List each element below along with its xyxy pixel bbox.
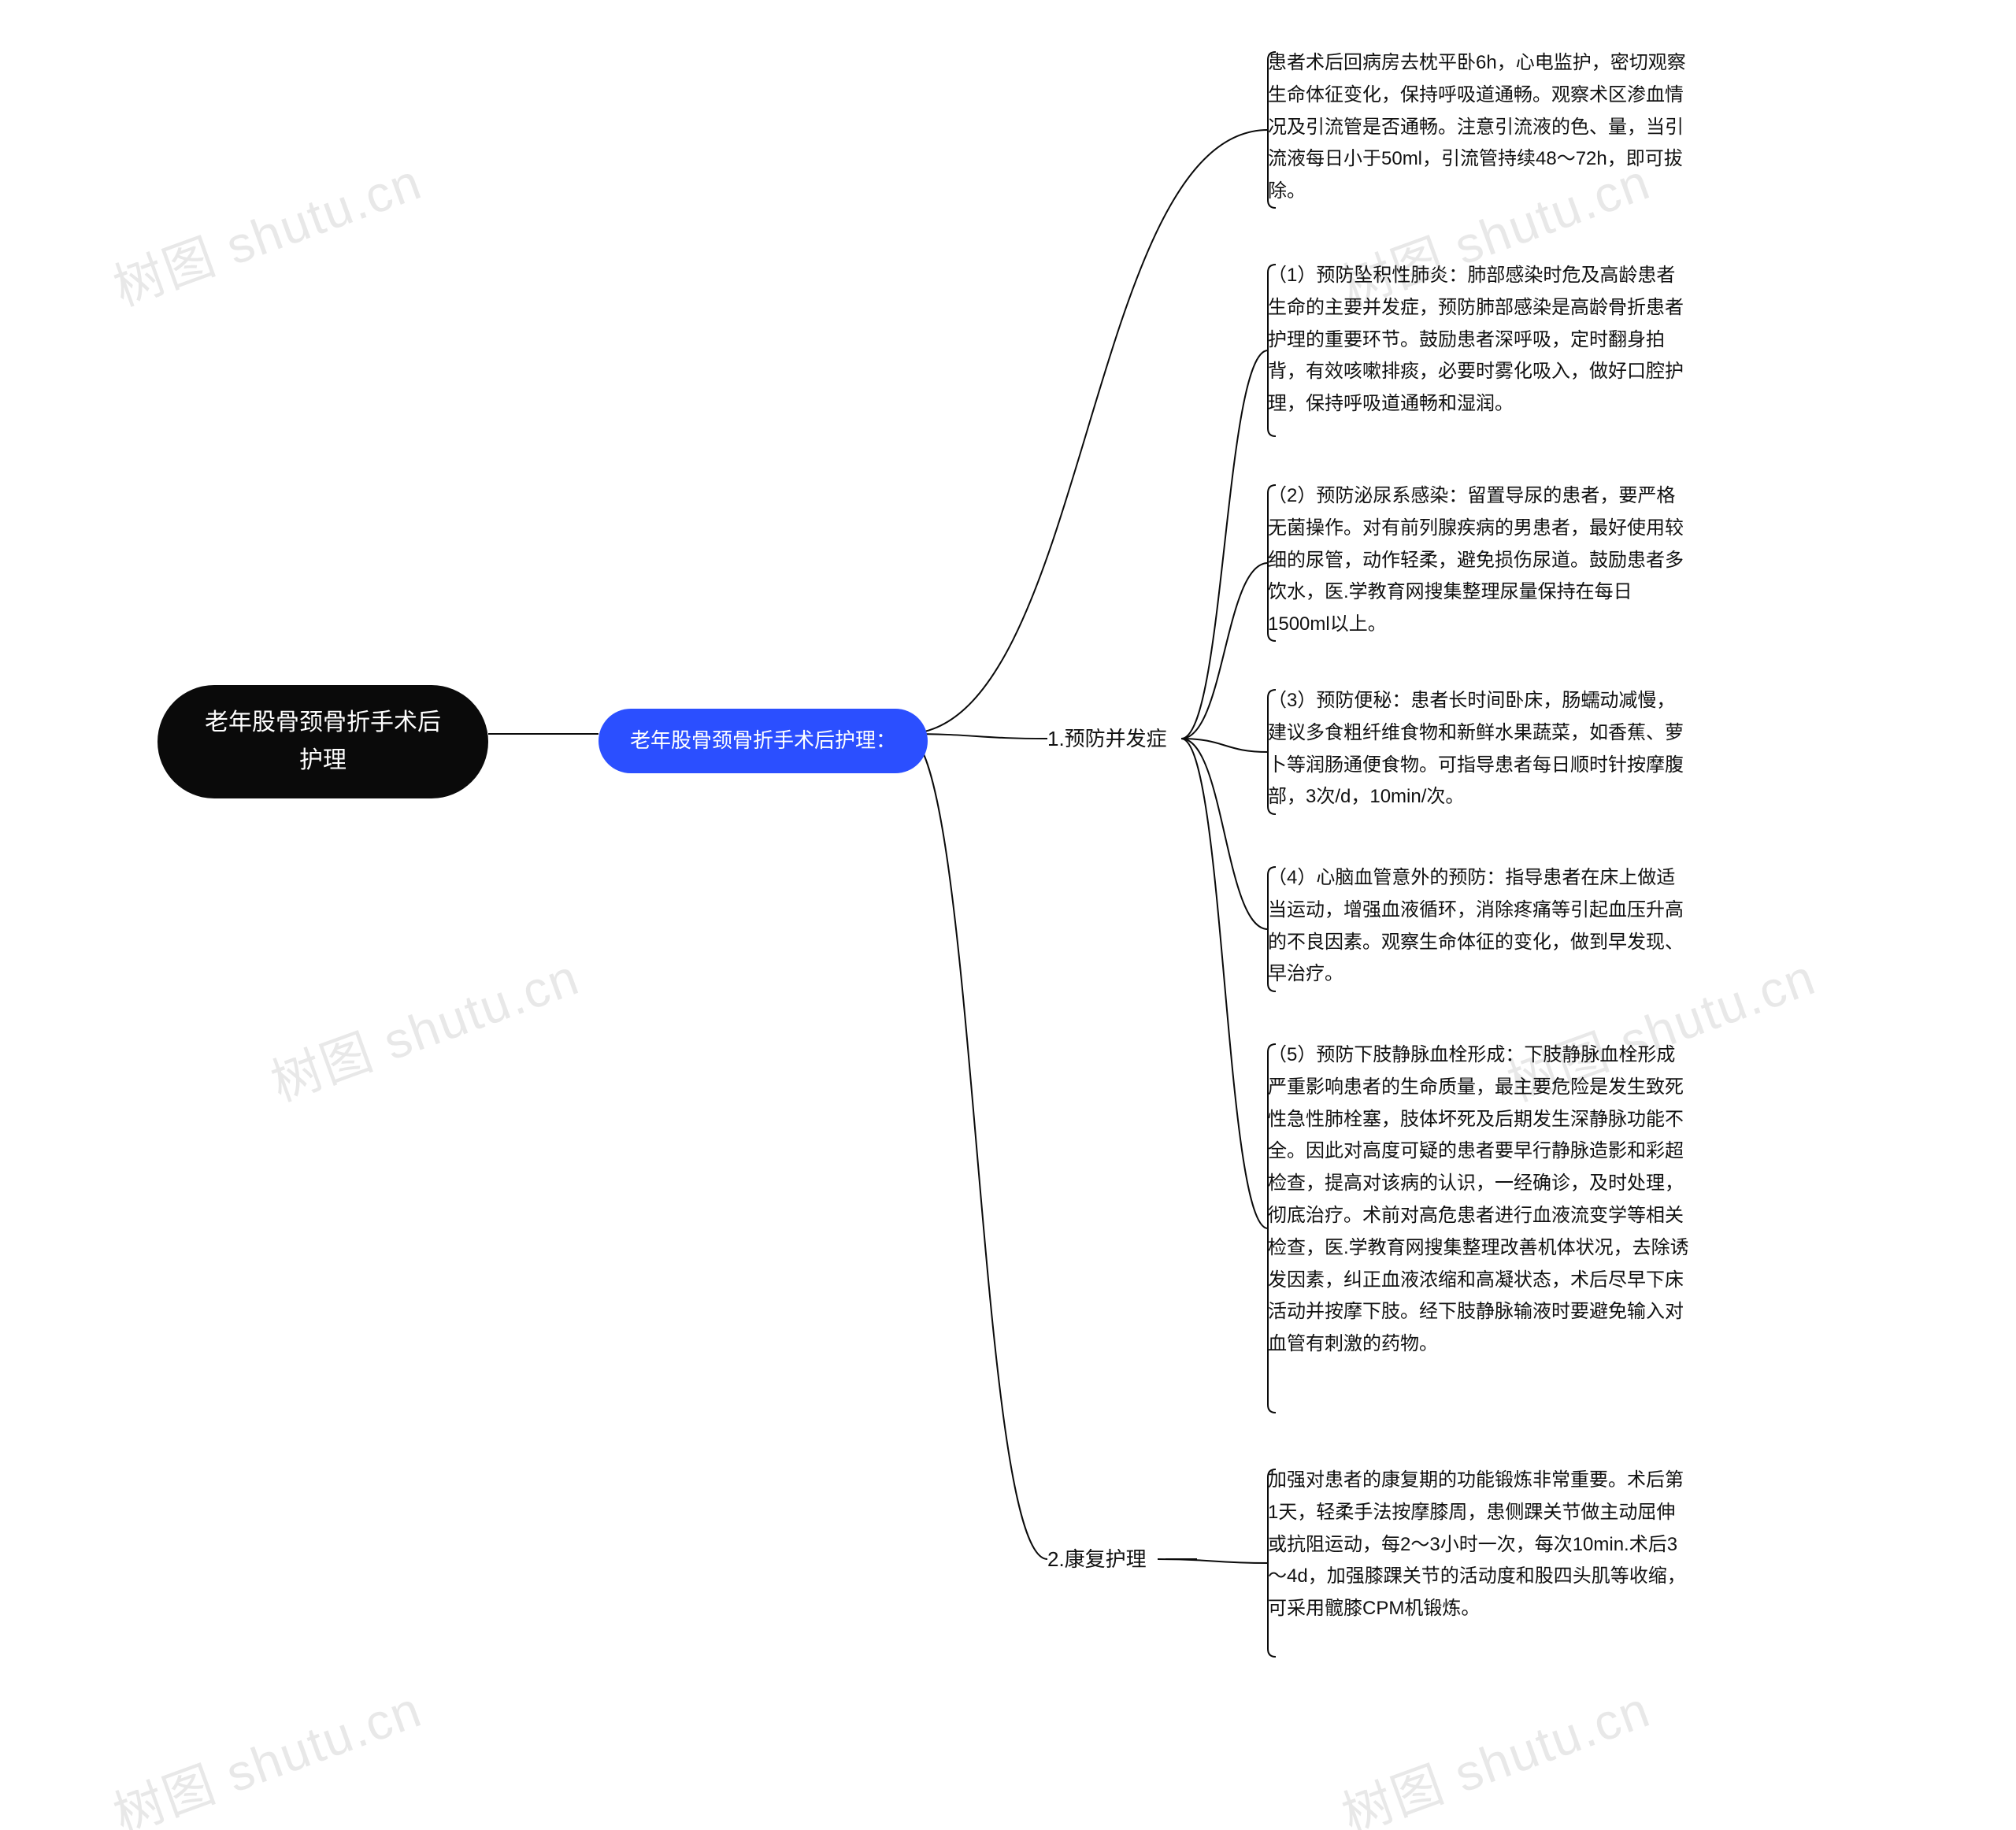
level1-node[interactable]: 老年股骨颈骨折手术后护理： [598,709,928,773]
connector-layer [0,0,2016,1830]
leaf-node[interactable]: （1）预防坠积性肺炎：肺部感染时危及高龄患者生命的主要并发症，预防肺部感染是高龄… [1268,260,1693,420]
level2-node[interactable]: 2.康复护理 [1047,1543,1147,1576]
leaf-node[interactable]: 加强对患者的康复期的功能锻炼非常重要。术后第1天，轻柔手法按摩膝周，患侧踝关节做… [1268,1465,1693,1625]
watermark: 树图 shutu.cn [260,937,587,1116]
leaf-node[interactable]: （2）预防泌尿系感染：留置导尿的患者，要严格无菌操作。对有前列腺疾病的男患者，最… [1268,480,1693,641]
watermark: 树图 shutu.cn [1331,1669,1658,1830]
leaf-node[interactable]: 患者术后回病房去枕平卧6h，心电监护，密切观察生命体征变化，保持呼吸道通畅。观察… [1268,47,1693,208]
level2-node[interactable]: 1.预防并发症 [1047,723,1167,756]
leaf-node[interactable]: （5）预防下肢静脉血栓形成：下肢静脉血栓形成严重影响患者的生命质量，最主要危险是… [1268,1039,1693,1361]
mindmap-canvas: 树图 shutu.cn 树图 shutu.cn 树图 shutu.cn 树图 s… [0,0,2016,1830]
leaf-node[interactable]: （3）预防便秘：患者长时间卧床，肠蠕动减慢，建议多食粗纤维食物和新鲜水果蔬菜，如… [1268,685,1693,813]
watermark: 树图 shutu.cn [102,1669,430,1830]
watermark: 树图 shutu.cn [102,142,430,320]
root-node[interactable]: 老年股骨颈骨折手术后护理 [158,685,488,798]
leaf-node[interactable]: （4）心脑血管意外的预防：指导患者在床上做适当运动，增强血液循环，消除疼痛等引起… [1268,862,1693,991]
